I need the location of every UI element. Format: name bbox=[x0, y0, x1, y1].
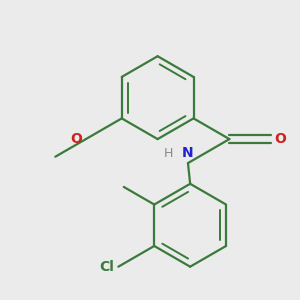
Text: H: H bbox=[164, 147, 173, 160]
Text: O: O bbox=[71, 132, 82, 146]
Text: Cl: Cl bbox=[99, 260, 114, 274]
Text: N: N bbox=[182, 146, 194, 160]
Text: O: O bbox=[274, 132, 286, 146]
